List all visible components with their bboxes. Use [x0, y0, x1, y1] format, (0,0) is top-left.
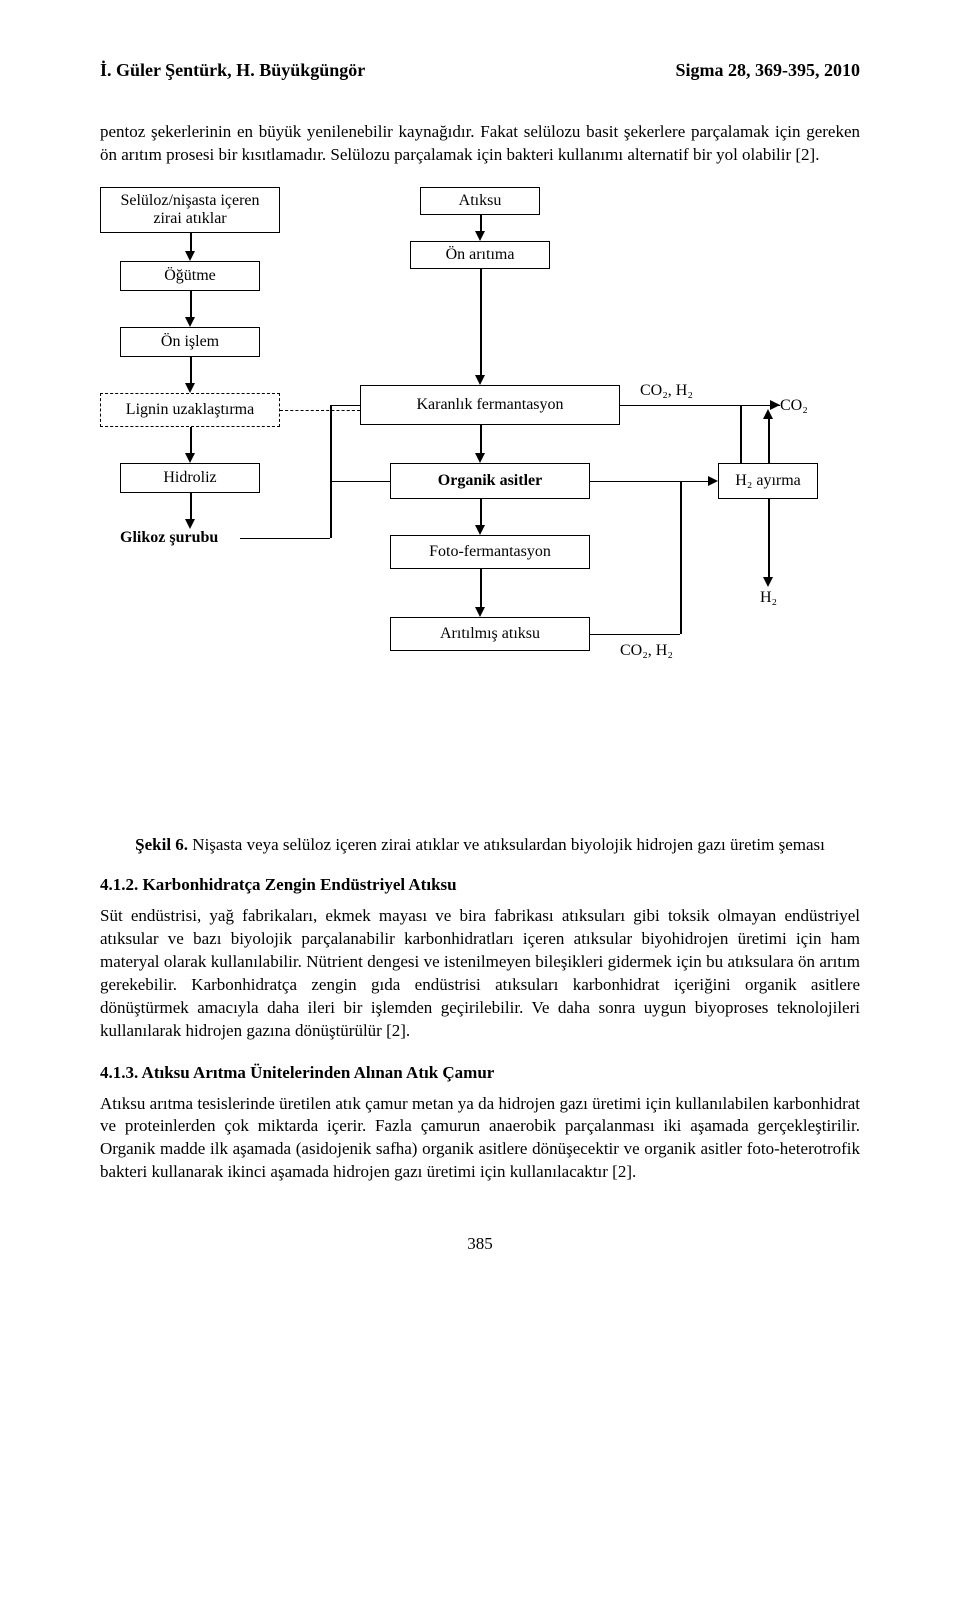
connector — [190, 427, 192, 455]
box-organik: Organik asitler — [390, 463, 590, 499]
arrow-down-icon — [475, 607, 485, 617]
arrow-down-icon — [475, 525, 485, 535]
box-h2-ayirma: H₂ ayırma — [718, 463, 818, 499]
figure-title: Nişasta veya selüloz içeren zirai atıkla… — [192, 835, 825, 854]
box-on-aritim: Ön arıtıma — [410, 241, 550, 269]
label-co2h2-bottom: CO₂, H₂ — [620, 642, 673, 660]
box-hidroliz: Hidroliz — [120, 463, 260, 493]
box-atiksu: Atıksu — [420, 187, 540, 215]
intro-paragraph: pentoz şekerlerinin en büyük yenilenebil… — [100, 121, 860, 167]
label-on-islem: Ön işlem — [161, 333, 219, 351]
arrow-down-icon — [763, 577, 773, 587]
process-diagram: Selüloz/nişasta içeren zirai atıklar Öğü… — [100, 187, 860, 827]
header-journal: Sigma 28, 369-395, 2010 — [676, 60, 861, 81]
section-412-head: 4.1.2. Karbonhidratça Zengin Endüstriyel… — [100, 875, 860, 895]
label-co2h2-top: CO₂, H₂ — [640, 382, 693, 400]
connector — [768, 417, 770, 463]
header-authors: İ. Güler Şentürk, H. Büyükgüngör — [100, 60, 365, 81]
label-co2: CO₂ — [780, 397, 808, 415]
label-h2: H₂ — [760, 589, 777, 607]
label-organik: Organik asitler — [438, 472, 542, 490]
arrow-down-icon — [185, 251, 195, 261]
connector — [330, 405, 332, 538]
figure-number: Şekil 6. — [135, 835, 192, 854]
connector — [768, 499, 770, 579]
connector — [190, 493, 192, 521]
label-on-aritim: Ön arıtıma — [446, 246, 515, 264]
label-hidroliz: Hidroliz — [163, 469, 216, 487]
arrow-down-icon — [185, 519, 195, 529]
arrow-down-icon — [185, 317, 195, 327]
page-number: 385 — [100, 1234, 860, 1254]
connector — [480, 569, 482, 609]
arrow-down-icon — [185, 383, 195, 393]
label-lignin: Lignin uzaklaştırma — [126, 401, 254, 419]
label-karanlik: Karanlık fermantasyon — [416, 396, 563, 414]
box-ogutme: Öğütme — [120, 261, 260, 291]
connector — [240, 538, 330, 540]
arrow-down-icon — [475, 231, 485, 241]
box-cell-zirai: Selüloz/nişasta içeren zirai atıklar — [100, 187, 280, 233]
connector — [330, 481, 390, 483]
label-glikoz: Glikoz şurubu — [120, 529, 218, 547]
connector — [680, 481, 682, 634]
box-on-islem: Ön işlem — [120, 327, 260, 357]
arrow-down-icon — [475, 453, 485, 463]
connector — [480, 425, 482, 455]
arrow-down-icon — [185, 453, 195, 463]
box-karanlik: Karanlık fermantasyon — [360, 385, 620, 425]
arrow-right-icon — [708, 476, 718, 486]
connector — [480, 499, 482, 527]
figure-caption: Şekil 6. Nişasta veya selüloz içeren zir… — [100, 835, 860, 855]
connector — [620, 405, 740, 407]
box-aritilmis: Arıtılmış atıksu — [390, 617, 590, 651]
section-413-body: Atıksu arıtma tesislerinde üretilen atık… — [100, 1093, 860, 1185]
label-cell-zirai: Selüloz/nişasta içeren zirai atıklar — [105, 192, 275, 228]
section-413-head: 4.1.3. Atıksu Arıtma Ünitelerinden Alına… — [100, 1063, 860, 1083]
connector — [190, 357, 192, 385]
page-header: İ. Güler Şentürk, H. Büyükgüngör Sigma 2… — [100, 60, 860, 81]
connector — [190, 233, 192, 253]
arrow-up-icon — [763, 409, 773, 419]
section-412-body: Süt endüstrisi, yağ fabrikaları, ekmek m… — [100, 905, 860, 1043]
label-aritilmis: Arıtılmış atıksu — [440, 625, 540, 643]
label-atiksu: Atıksu — [459, 192, 502, 210]
label-ogutme: Öğütme — [164, 267, 216, 285]
connector — [480, 269, 482, 377]
label-foto: Foto-fermantasyon — [429, 543, 551, 561]
box-foto: Foto-fermantasyon — [390, 535, 590, 569]
connector — [190, 291, 192, 319]
connector — [330, 405, 360, 407]
connector-dashed — [280, 410, 360, 411]
box-lignin: Lignin uzaklaştırma — [100, 393, 280, 427]
arrow-down-icon — [475, 375, 485, 385]
connector — [590, 634, 680, 636]
connector — [590, 481, 710, 483]
label-h2-ayirma: H₂ ayırma — [735, 472, 801, 490]
